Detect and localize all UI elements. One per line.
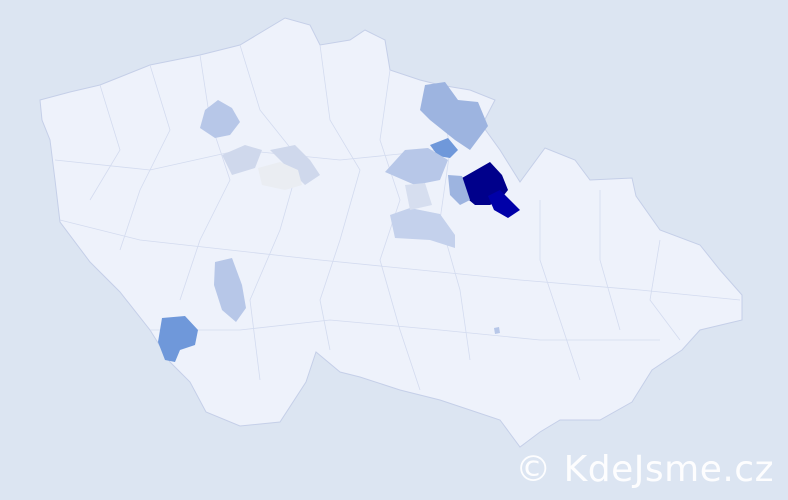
watermark: © KdeJsme.cz — [515, 449, 774, 490]
district-very-low — [270, 145, 320, 185]
highlighted-districts — [158, 82, 520, 362]
district-medium — [158, 316, 198, 362]
district-high — [488, 190, 520, 218]
district-medium — [430, 138, 458, 158]
district-very-low — [222, 145, 262, 175]
district-low — [390, 208, 455, 248]
district-medium-low — [420, 82, 488, 150]
district-small — [494, 327, 500, 334]
district-low — [214, 258, 246, 322]
district-minimal — [258, 162, 302, 190]
country-outline — [39, 17, 743, 448]
district-medium-low — [448, 175, 470, 205]
district-very-low — [405, 183, 432, 210]
district-low — [200, 100, 240, 138]
district-low — [385, 148, 448, 185]
